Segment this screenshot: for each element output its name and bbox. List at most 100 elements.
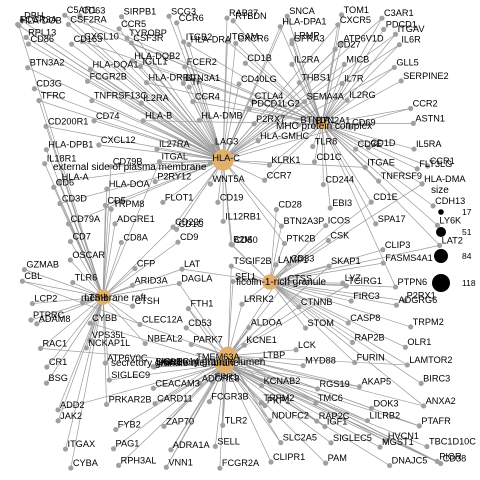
- gene-node: [344, 97, 350, 103]
- term-label: MHC protein complex: [276, 121, 372, 132]
- gene-label: IGLL1: [142, 56, 167, 66]
- gene-node: [68, 465, 74, 471]
- gene-node: [91, 118, 97, 124]
- gene-label: TRPM2: [413, 317, 444, 327]
- edge: [93, 120, 224, 161]
- gene-node: [23, 34, 29, 41]
- gene-label: SEMA4A: [307, 92, 345, 102]
- gene-node: [241, 342, 247, 348]
- legend-dot-118: [432, 274, 450, 292]
- gene-node: [163, 464, 169, 470]
- gene-label: CBL: [24, 271, 42, 281]
- gene-label: CD27: [337, 39, 361, 49]
- gene-node: [339, 80, 345, 87]
- edge: [279, 26, 323, 125]
- legend-label-17: 17: [462, 207, 472, 217]
- gene-label: ADGRE3: [202, 373, 240, 383]
- gene-label: SIRPB1: [124, 7, 157, 17]
- gene-node: [262, 177, 268, 183]
- edge: [227, 355, 441, 464]
- term-label: external side of plasma membrane: [53, 162, 207, 173]
- gene-label: P2RX1: [407, 291, 436, 301]
- gene-label: TRPM2: [263, 393, 294, 403]
- gene-label: CD38: [443, 454, 467, 464]
- gene-node: [188, 341, 194, 348]
- gene-label: FASMS4A1: [385, 253, 433, 263]
- gene-label: BTN2A1: [316, 115, 351, 125]
- edge: [224, 363, 420, 427]
- edge: [222, 159, 366, 168]
- edge: [321, 123, 396, 288]
- gene-node: [296, 304, 302, 310]
- gene-node: [368, 405, 375, 411]
- gene-node: [217, 465, 223, 471]
- edge: [109, 363, 226, 381]
- gene-node: [44, 364, 50, 370]
- term-node: [262, 274, 278, 290]
- gene-node: [408, 324, 414, 330]
- gene-label: HLA-DQB2: [134, 51, 180, 61]
- gene-label: SNCA: [289, 6, 315, 16]
- edge: [321, 123, 438, 226]
- edge: [269, 281, 306, 329]
- edge: [121, 16, 224, 161]
- edge: [227, 355, 360, 388]
- gene-node: [320, 181, 326, 188]
- edge: [321, 43, 342, 125]
- gene-label: DAGLA: [181, 274, 213, 284]
- gene-label: LCK: [298, 340, 317, 350]
- gene-label: SPA17: [378, 214, 406, 224]
- gene-label: TLR6: [75, 273, 97, 283]
- edge: [232, 244, 271, 283]
- gene-label: TSGIF2B: [233, 256, 271, 266]
- gene-node: [197, 380, 203, 386]
- gene-node: [118, 14, 125, 20]
- gene-node: [251, 121, 257, 127]
- edge: [269, 245, 440, 283]
- gene-node: [67, 238, 74, 245]
- gene-label: CASP8: [350, 313, 380, 323]
- legend-label-84: 84: [462, 251, 472, 261]
- gene-label: MGST1: [382, 437, 414, 447]
- gene-label: ADD2: [60, 400, 85, 410]
- gene-label: TMEM63A: [196, 352, 240, 362]
- edge: [102, 241, 179, 298]
- edge: [227, 265, 330, 357]
- gene-label: CFP: [137, 258, 155, 268]
- edge: [222, 17, 383, 161]
- gene-label: RAP2B: [354, 332, 384, 342]
- edge: [64, 14, 224, 161]
- gene-label: HLA-DOA: [109, 179, 151, 189]
- edge: [102, 161, 160, 298]
- gene-label: CD244: [325, 175, 354, 185]
- gene-label: CSK: [330, 231, 350, 241]
- gene-label: IL2RA: [143, 93, 169, 103]
- gene-node: [29, 300, 36, 307]
- gene-node: [327, 205, 333, 211]
- gene-node: [242, 60, 248, 66]
- edge: [222, 159, 233, 245]
- edge: [227, 355, 304, 367]
- gene-node: [310, 143, 316, 150]
- edge: [46, 296, 104, 368]
- gene-node: [391, 64, 397, 71]
- gene-label: ZAP70: [166, 416, 194, 426]
- gene-node: [186, 41, 192, 48]
- edge: [321, 108, 411, 125]
- gene-node: [411, 146, 417, 152]
- edge: [299, 82, 323, 125]
- edge: [224, 363, 272, 463]
- gene-node: [181, 39, 187, 45]
- edge: [235, 43, 323, 125]
- gene-node: [236, 81, 242, 87]
- edge: [70, 259, 104, 298]
- gene-node: [210, 143, 216, 149]
- gene-node: [87, 66, 94, 72]
- gene-label: BTN2A3P: [283, 216, 324, 226]
- gene-label: CTLA4: [255, 91, 284, 101]
- gene-node: [311, 159, 318, 165]
- gene-node: [28, 317, 34, 323]
- gene-node: [69, 41, 75, 47]
- edge: [224, 363, 271, 421]
